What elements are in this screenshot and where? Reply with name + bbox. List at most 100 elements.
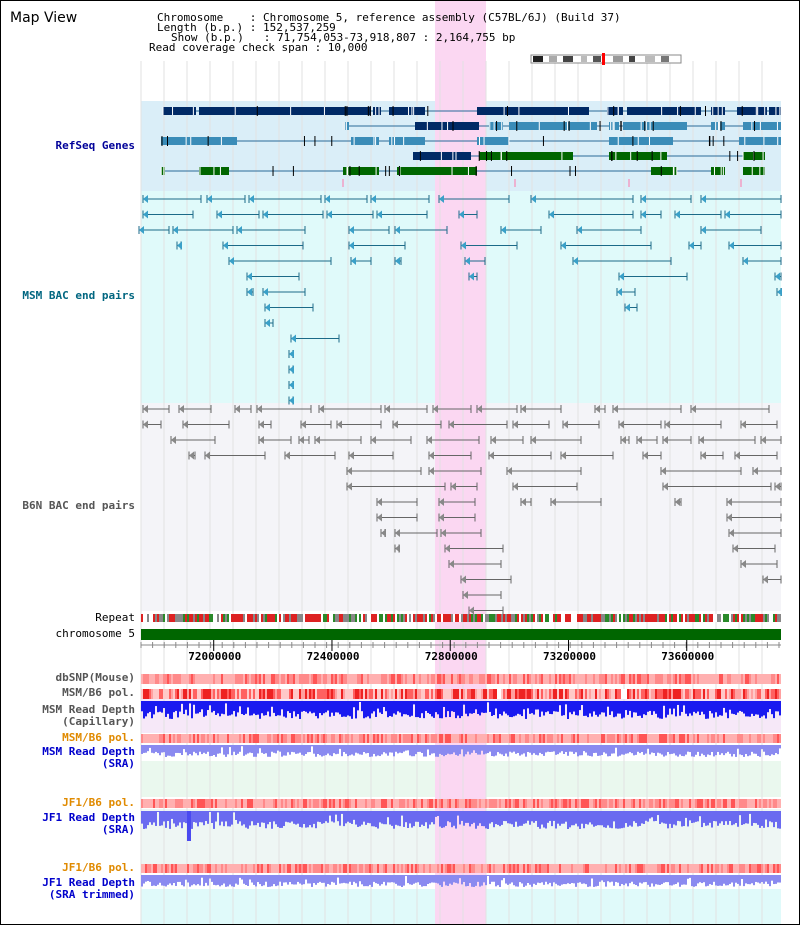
msm-capillary-depth-bar (579, 701, 581, 711)
b6n-bac-end-marker (439, 498, 444, 506)
jf1-trim-depth-bar (309, 875, 311, 884)
repeat-feature (715, 614, 717, 622)
jf1-pol2-cell (353, 864, 355, 873)
jf1-sra-depth-bar (527, 811, 529, 821)
jf1-pol2-cell (763, 864, 765, 873)
msm-capillary-depth-bar (389, 701, 391, 716)
jf1-sra-depth-bar (257, 811, 259, 823)
msm-pol2-cell (627, 734, 629, 743)
jf1-pol2-cell (573, 864, 575, 873)
msm-pol-cell (169, 689, 171, 699)
msm-pol2-cell (637, 734, 639, 743)
track-label-msm-depth-sra-1[interactable]: MSM Read Depth (42, 745, 135, 758)
msm-sra-depth-bar (569, 745, 571, 752)
jf1-sra-depth-bar (377, 811, 379, 829)
dbsnp-cell (745, 674, 747, 684)
jf1-trim-depth-bar (151, 875, 153, 886)
msm-sra-depth-bar (257, 745, 259, 754)
msm-pol-cell (709, 689, 711, 699)
msm-sra-depth-bar (375, 745, 377, 757)
jf1-pol-cell (275, 799, 277, 808)
jf1-pol2-cell (769, 864, 771, 873)
dbsnp-cell (475, 674, 477, 684)
msm-capillary-depth-bar (479, 701, 481, 716)
msm-pol-cell (733, 689, 735, 699)
jf1-sra-depth-bar (535, 811, 537, 821)
msm-pol2-cell (207, 734, 209, 743)
jf1-trim-depth-bar (401, 875, 403, 887)
msm-pol-cell (173, 689, 175, 699)
msm-capillary-depth-bar (659, 701, 661, 719)
jf1-sra-depth-bar (309, 811, 311, 826)
jf1-pol-cell (673, 799, 675, 808)
msm-pol2-cell (201, 734, 203, 743)
jf1-pol-cell (621, 799, 623, 808)
jf1-trim-depth-bar (701, 875, 703, 884)
jf1-trim-depth-bar (187, 875, 189, 883)
track-label-msm-depth-capillary-1[interactable]: MSM Read Depth (42, 703, 135, 716)
jf1-sra-depth-bar (515, 811, 517, 822)
msm-pol-cell (365, 689, 367, 699)
msm-sra-depth-bar (551, 745, 553, 752)
jf1-sra-depth-bar (373, 811, 375, 827)
track-label-b6n-bac[interactable]: B6N BAC end pairs (22, 499, 135, 512)
msm-bac-end-marker (349, 241, 354, 250)
jf1-pol2-cell (397, 864, 399, 873)
repeat-feature (625, 614, 627, 622)
jf1-trim-depth-bar (613, 875, 615, 886)
jf1-pol2-cell (711, 864, 713, 873)
jf1-pol2-cell (155, 864, 157, 873)
jf1-pol2-cell (621, 864, 623, 873)
msm-capillary-depth-bar (691, 701, 693, 716)
jf1-sra-depth-bar (723, 811, 725, 825)
jf1-pol2-cell (319, 864, 321, 873)
repeat-feature (729, 614, 731, 622)
jf1-pol2-cell (743, 864, 745, 873)
jf1-pol-cell (489, 799, 491, 808)
dbsnp-cell (401, 674, 403, 684)
msm-capillary-depth-bar (349, 701, 351, 717)
jf1-sra-depth-bar (623, 811, 625, 828)
jf1-pol-cell (321, 799, 323, 808)
msm-pol2-cell (727, 734, 729, 743)
msm-sra-depth-bar (565, 745, 567, 752)
track-label-jf1-depth-trim-1[interactable]: JF1 Read Depth (42, 876, 135, 889)
msm-capillary-depth-bar (395, 701, 397, 715)
track-label-msm-b6-pol-1[interactable]: MSM/B6 pol. (62, 686, 135, 699)
jf1-pol-cell (595, 799, 597, 808)
dbsnp-cell (211, 674, 213, 684)
msm-pol-cell (251, 689, 253, 699)
msm-sra-depth-bar (513, 745, 515, 752)
jf1-sra-depth-bar (671, 811, 673, 828)
msm-sra-depth-bar (539, 745, 541, 753)
jf1-pol-cell (383, 799, 385, 808)
jf1-sra-depth-bar (601, 811, 603, 826)
msm-pol-cell (231, 689, 233, 699)
track-label-msm-b6-pol-2[interactable]: MSM/B6 pol. (62, 731, 135, 744)
jf1-sra-depth-bar (321, 811, 323, 824)
b6n-bac-end-marker (429, 467, 434, 475)
track-label-msm-bac[interactable]: MSM BAC end pairs (22, 289, 135, 302)
repeat-feature (753, 614, 755, 622)
b6n-bac-end-marker (299, 436, 304, 444)
msm-pol2-cell (475, 734, 477, 743)
msm-sra-depth-bar (217, 745, 219, 754)
msm-pol-cell (665, 689, 667, 699)
track-label-dbsnp[interactable]: dbSNP(Mouse) (55, 671, 135, 684)
msm-capillary-depth-bar (683, 701, 685, 706)
msm-capillary-depth-bar (355, 701, 357, 719)
jf1-pol-cell (597, 799, 599, 808)
jf1-trim-depth-bar (749, 875, 751, 885)
track-label-refseq[interactable]: RefSeq Genes (55, 139, 135, 152)
repeat-feature (295, 614, 297, 622)
track-label-jf1-b6-pol-1[interactable]: JF1/B6 pol. (62, 796, 135, 809)
track-label-jf1-b6-pol-2[interactable]: JF1/B6 pol. (62, 861, 135, 874)
jf1-trim-depth-bar (419, 875, 421, 885)
jf1-pol2-cell (189, 864, 191, 873)
b6n-bac-end-marker (427, 436, 432, 444)
track-label-jf1-depth-sra-1[interactable]: JF1 Read Depth (42, 811, 135, 824)
b6n-bac-end-marker (393, 420, 398, 429)
msm-capillary-depth-bar (343, 701, 345, 717)
msm-capillary-depth-bar (359, 701, 361, 702)
